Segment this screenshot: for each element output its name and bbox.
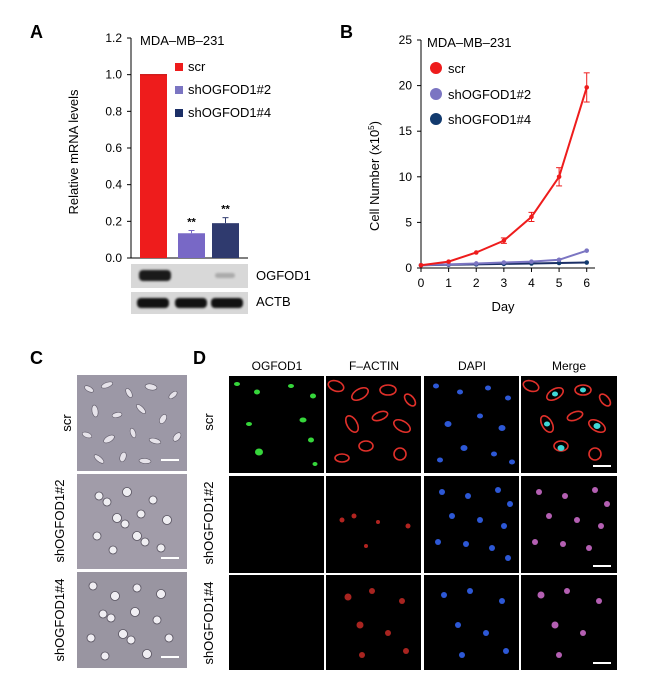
column-header-f-actin: F–ACTIN (348, 359, 399, 373)
scale-bar (161, 459, 179, 461)
legend-marker-sh2 (430, 88, 442, 100)
legend-label-scr: scr (188, 59, 206, 74)
y-tick-label: 10 (399, 170, 413, 184)
fluorescence-ogfod1-sh4 (229, 575, 324, 670)
bar-chart-a: Relative mRNA levels MDA–MB–231 0.0 0.2 0.… (66, 31, 271, 265)
data-point-scr (418, 262, 424, 268)
blot-ogfod1 (131, 264, 248, 288)
row-label-scr: scr (201, 413, 216, 431)
blot-band (215, 273, 235, 278)
blot-band (211, 298, 243, 308)
y-tick-label: 20 (399, 79, 413, 93)
x-tick-label: 0 (418, 276, 425, 290)
legend-marker-sh4 (430, 113, 442, 125)
fluorescence-dapi-scr (424, 376, 519, 473)
bar-shOGFOD1#4 (212, 223, 239, 258)
legend-label-sh4: shOGFOD1#4 (448, 112, 531, 127)
y-tick-label: 1.0 (105, 68, 122, 82)
panel-a-letter: A (30, 22, 43, 42)
fluorescence-dapi-sh2 (424, 476, 519, 573)
scale-bar (161, 656, 179, 658)
data-point-shOGFOD1#4 (556, 260, 562, 266)
panel-b-letter: B (340, 22, 353, 42)
brightfield-image-sh4 (77, 572, 187, 668)
blot-label-ogfod1: OGFOD1 (256, 268, 311, 283)
data-point-scr (556, 174, 562, 180)
data-point-shOGFOD1#2 (529, 259, 534, 264)
x-axis-label: Day (491, 299, 515, 314)
blot-band (139, 270, 171, 281)
brightfield-image-scr (77, 375, 187, 471)
legend-label-sh4: shOGFOD1#4 (188, 105, 271, 120)
y-tick-label: 0 (405, 261, 412, 275)
data-point-shOGFOD1#2 (584, 248, 590, 253)
chart-title: MDA–MB–231 (427, 35, 512, 50)
y-tick-label: 5 (405, 215, 412, 229)
scale-bar (161, 557, 179, 559)
column-header-merge: Merge (551, 359, 586, 373)
scale-bar (593, 465, 611, 467)
significance-mark: ** (221, 204, 230, 216)
x-tick-label: 5 (556, 276, 563, 290)
x-tick-label: 2 (473, 276, 480, 290)
legend-swatch-scr (175, 63, 183, 71)
data-point-scr (584, 85, 590, 90)
y-tick-label: 0.4 (105, 178, 122, 192)
data-point-shOGFOD1#2 (501, 260, 507, 265)
fluorescence-factin-sh4 (326, 575, 421, 670)
data-point-scr (446, 259, 451, 264)
fluorescence-merge-sh4 (521, 575, 617, 670)
data-point-scr (529, 214, 534, 220)
y-tick-label: 0.2 (105, 214, 122, 228)
panel-d-letter: D (193, 348, 206, 368)
legend-swatch-sh4 (175, 109, 183, 117)
fluorescence-factin-scr (326, 376, 421, 473)
row-label-sh4: shOGFOD1#4 (201, 581, 216, 665)
blot-band (137, 298, 169, 308)
brightfield-image-sh2 (77, 474, 187, 569)
data-point-shOGFOD1#2 (473, 261, 479, 266)
fluorescence-merge-sh2 (521, 476, 617, 573)
y-tick-label: 0.0 (105, 251, 122, 265)
significance-mark: ** (187, 217, 196, 229)
data-point-shOGFOD1#2 (556, 257, 562, 263)
blot-band (175, 298, 207, 308)
legend-label-scr: scr (448, 61, 466, 76)
y-axis-label: Cell Number (x105) (367, 121, 382, 231)
y-tick-label: 15 (399, 124, 413, 138)
x-tick-label: 4 (528, 276, 535, 290)
y-axis-label: Relative mRNA levels (66, 89, 81, 214)
y-tick-label: 0.6 (105, 141, 122, 155)
x-tick-label: 3 (501, 276, 508, 290)
fluorescence-ogfod1-sh2 (229, 476, 324, 573)
x-tick-label: 1 (445, 276, 452, 290)
data-point-shOGFOD1#4 (584, 260, 590, 265)
blot-label-actb: ACTB (256, 294, 291, 309)
row-label-sh4: shOGFOD1#4 (52, 578, 67, 662)
y-tick-label: 1.2 (105, 31, 122, 45)
y-tick-label: 25 (399, 33, 413, 47)
x-tick-label: 6 (583, 276, 590, 290)
data-point-scr (501, 238, 507, 243)
fluorescence-ogfod1-scr (229, 376, 324, 473)
chart-title: MDA–MB–231 (140, 33, 225, 48)
legend-label-sh2: shOGFOD1#2 (188, 82, 271, 97)
scale-bar (593, 565, 611, 567)
bar-scr (140, 74, 167, 259)
column-header-dapi: DAPI (457, 359, 486, 373)
data-point-scr (473, 250, 479, 255)
legend-swatch-sh2 (175, 86, 183, 94)
panel-c-letter: C (30, 348, 43, 368)
line-chart-b: Cell Number (x105) MDA–MB–231 Day 051015… (367, 33, 595, 314)
legend-label-sh2: shOGFOD1#2 (448, 87, 531, 102)
fluorescence-merge-scr (521, 376, 617, 473)
bar-shOGFOD1#2 (178, 233, 205, 258)
blot-actb (131, 292, 248, 314)
column-header-ogfod1: OGFOD1 (251, 359, 303, 373)
scale-bar (593, 662, 611, 664)
fluorescence-factin-sh2 (326, 476, 421, 573)
fluorescence-dapi-sh4 (424, 575, 519, 670)
y-tick-label: 0.8 (105, 104, 122, 118)
legend-marker-scr (430, 62, 442, 74)
